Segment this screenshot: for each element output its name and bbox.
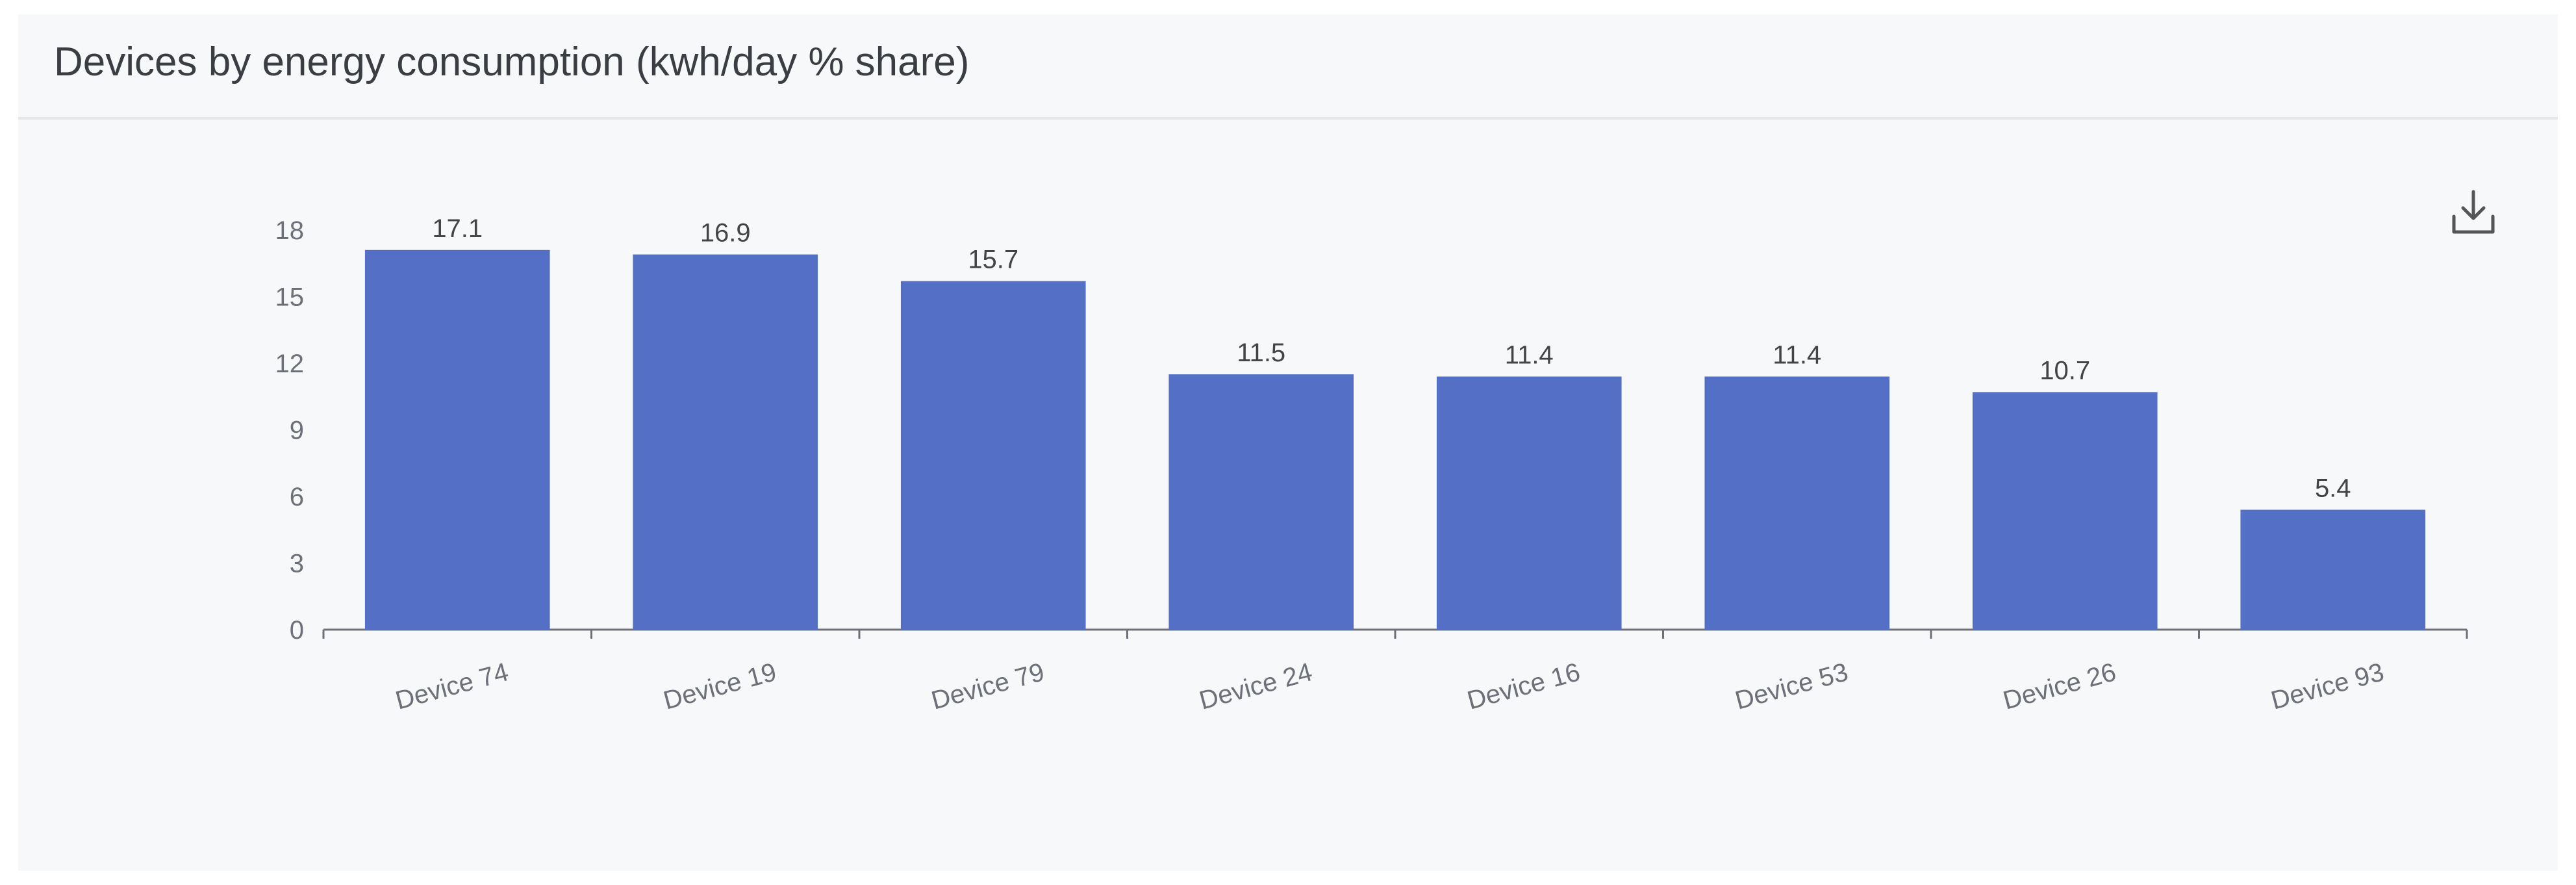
data-label: 11.4 [1773,341,1821,370]
chart-card: Devices by energy consumption (kwh/day %… [18,14,2558,871]
bar [900,281,1086,630]
data-label: 11.5 [1237,339,1285,367]
data-label: 10.7 [2039,356,2090,385]
y-tick-label: 15 [275,283,305,312]
bar [1436,376,1622,630]
download-icon [2452,190,2495,234]
bar [2240,509,2426,630]
x-tick-label: Device 26 [2000,658,2119,715]
x-tick-label: Device 24 [1196,658,1315,715]
y-tick-label: 0 [290,616,304,645]
x-tick-label: Device 19 [661,658,779,715]
y-tick-label: 3 [290,550,304,578]
data-label: 5.4 [2315,474,2351,503]
bar [1168,374,1354,630]
x-tick-label: Device 53 [1732,658,1851,715]
x-tick-label: Device 16 [1464,658,1583,715]
bar-chart: 0 3 6 9 12 15 18 17.1 Device 74 16.9 Device 19 15.7… [275,214,2468,715]
x-tick-label: Device 74 [392,658,511,715]
download-button[interactable] [2447,186,2499,238]
data-label: 11.4 [1505,341,1554,370]
bar [364,250,550,630]
data-label: 17.1 [432,214,483,243]
card-header: Devices by energy consumption (kwh/day %… [18,14,2558,120]
y-tick-label: 9 [290,417,304,445]
y-tick-label: 12 [275,350,305,378]
x-tick-label: Device 93 [2268,658,2387,715]
data-label: 15.7 [968,246,1018,274]
y-tick-label: 6 [290,483,304,511]
chart-title: Devices by energy consumption (kwh/day %… [54,40,970,84]
bar [1704,376,1890,630]
bar [1972,392,2158,630]
bar [633,254,818,630]
y-tick-label: 18 [275,216,305,245]
x-tick-label: Device 79 [928,658,1047,715]
data-label: 16.9 [700,219,751,248]
